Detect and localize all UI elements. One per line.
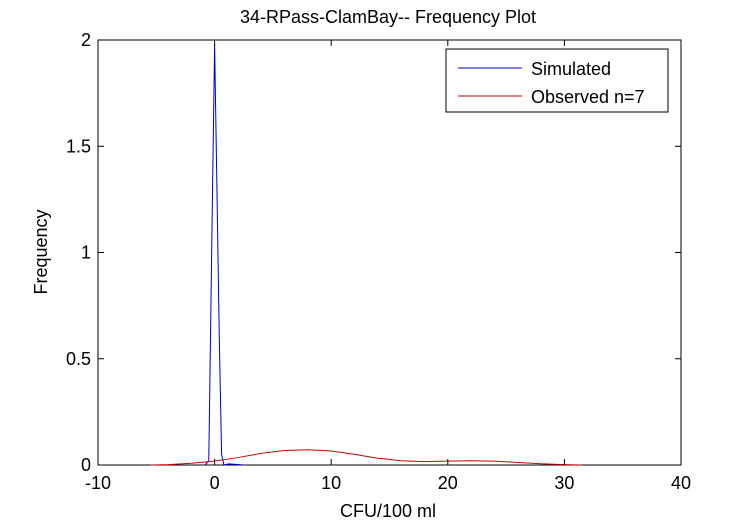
y-tick-label: 0.5 — [66, 349, 91, 369]
x-tick-label: -10 — [85, 473, 111, 493]
series-line-observed-n-7 — [150, 449, 582, 466]
y-axis-label: Frequency — [31, 209, 51, 294]
legend-label-simulated: Simulated — [531, 59, 611, 79]
x-tick-label: 0 — [210, 473, 220, 493]
series-line-simulated — [204, 44, 244, 466]
y-tick-label: 1 — [81, 243, 91, 263]
series-layer — [150, 44, 582, 466]
legend-box — [445, 48, 669, 113]
x-tick-label: 40 — [671, 473, 691, 493]
x-axis-label: CFU/100 ml — [340, 501, 436, 521]
legend: Simulated Observed n=7 — [445, 48, 669, 113]
y-tick-label: 2 — [81, 30, 91, 50]
y-tick-label: 1.5 — [66, 136, 91, 156]
x-tick-label: 30 — [554, 473, 574, 493]
chart-title: 34-RPass-ClamBay-- Frequency Plot — [240, 7, 536, 27]
y-tick-label: 0 — [81, 455, 91, 475]
x-tick-label: 10 — [321, 473, 341, 493]
x-tick-label: 20 — [438, 473, 458, 493]
legend-label-observed: Observed n=7 — [531, 87, 645, 107]
